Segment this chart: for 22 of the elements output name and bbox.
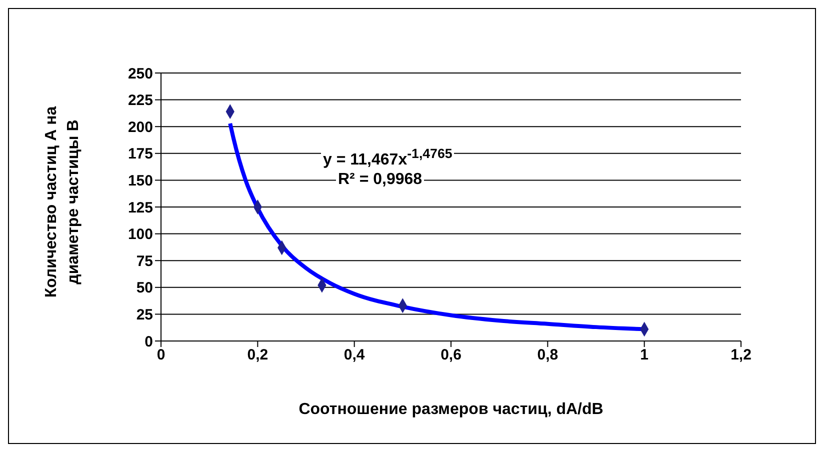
- x-tick-label: 1: [640, 346, 649, 364]
- y-tick-label: 100: [128, 226, 153, 244]
- y-tick-label: 50: [136, 280, 153, 297]
- y-tick-label: 225: [128, 92, 153, 110]
- annotation: y = 11,467x$^{-1,4765}$: [321, 146, 454, 170]
- y-tick-label: 125: [128, 199, 153, 216]
- x-tick-label: 0,4: [344, 346, 366, 364]
- x-tick-label: 0,8: [537, 346, 558, 364]
- y-axis-title: Количество частиц А на диаметре частицы В: [42, 105, 83, 300]
- annotation: R² = 0,9968: [336, 171, 424, 189]
- x-axis-title: Соотношение размеров частиц, dA/dB: [298, 401, 604, 419]
- y-tick-label: 250: [128, 65, 153, 82]
- y-tick-label: 25: [136, 306, 153, 324]
- y-tick-label: 0: [144, 333, 153, 350]
- x-tick-label: 1,2: [730, 346, 752, 364]
- y-tick-label: 175: [128, 146, 153, 163]
- x-tick-label: 0,6: [440, 346, 462, 364]
- x-tick-label: 0,2: [247, 346, 268, 364]
- y-tick-label: 150: [128, 172, 153, 190]
- x-tick-label: 0: [156, 346, 166, 364]
- y-tick-label: 75: [136, 252, 153, 270]
- y-tick-label: 200: [128, 118, 153, 136]
